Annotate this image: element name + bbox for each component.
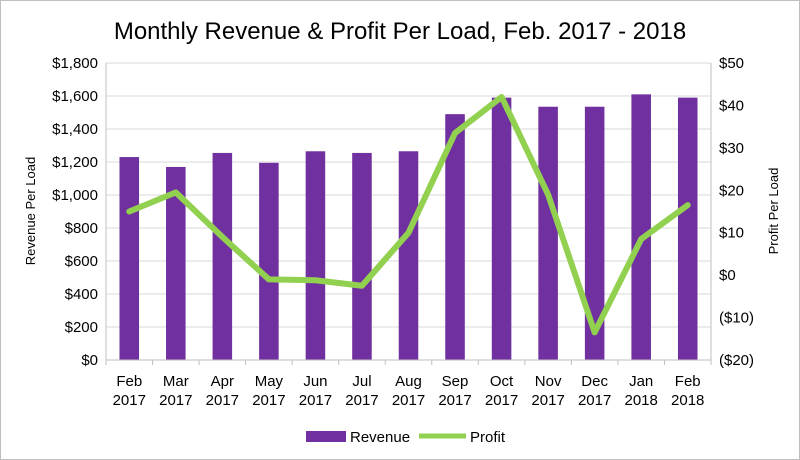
axes — [105, 63, 712, 365]
revenue-bars — [119, 94, 698, 361]
left-tick-label: $1,600 — [52, 88, 98, 105]
revenue-bar — [352, 152, 372, 360]
right-tick-label: $50 — [719, 55, 744, 72]
profit-line — [126, 93, 691, 336]
left-tick-label: $200 — [65, 319, 98, 336]
left-axis-ticks: $0 $200 $400 $600 $800 $1,000 $1,200 $1,400 $1,6… — [52, 55, 98, 369]
revenue-bar — [212, 152, 233, 360]
right-tick-label: ($10) — [719, 310, 754, 327]
revenue-bar — [584, 106, 605, 360]
revenue-bar — [538, 106, 558, 360]
left-tick-label: $1,800 — [52, 55, 98, 72]
revenue-bar — [259, 162, 279, 360]
x-axis-ticks: Feb 2017 Mar 2017 Apr 2017 May 2017 Jun 2017 Jul 20… — [113, 373, 705, 409]
chart-title: Monthly Revenue & Profit Per Load, Feb. … — [114, 18, 686, 45]
right-tick-label: $20 — [719, 182, 744, 199]
right-tick-label: $0 — [719, 267, 736, 284]
x-tick-label: Nov 2017 — [531, 373, 564, 409]
revenue-bar — [305, 151, 326, 360]
left-tick-label: $1,000 — [52, 187, 98, 204]
left-tick-label: $400 — [65, 286, 98, 303]
x-tick-label: Sep 2017 — [438, 373, 471, 409]
left-tick-label: $600 — [65, 253, 98, 270]
legend-swatch-revenue — [306, 431, 346, 442]
x-tick-label: Mar 2017 — [159, 373, 192, 409]
left-tick-label: $1,200 — [52, 154, 98, 171]
profit-line-layer — [126, 93, 691, 336]
x-tick-label: Jul 2017 — [345, 373, 378, 409]
legend: Revenue Profit — [306, 429, 506, 446]
x-tick-label: Jan 2018 — [625, 373, 658, 409]
x-tick-label: Oct 2017 — [485, 373, 518, 409]
right-axis-ticks: ($20) ($10) $0 $10 $20 $30 $40 $50 — [719, 55, 754, 369]
legend-label-revenue: Revenue — [350, 429, 410, 446]
x-tick-label: Aug 2017 — [392, 373, 425, 409]
left-tick-label: $1,400 — [52, 121, 98, 138]
x-tick-label: Dec 2017 — [578, 373, 611, 409]
revenue-bar — [491, 97, 512, 361]
right-tick-label: $40 — [719, 97, 744, 114]
left-axis-title: Revenue Per Load — [23, 157, 38, 265]
x-tick-label: Apr 2017 — [206, 373, 239, 409]
revenue-bar — [631, 94, 651, 360]
revenue-bar — [445, 114, 465, 361]
legend-label-profit: Profit — [470, 429, 506, 446]
right-tick-label: $30 — [719, 140, 744, 157]
x-tick-label: Feb 2018 — [671, 373, 704, 409]
revenue-bar — [166, 166, 186, 360]
right-tick-label: $10 — [719, 225, 744, 242]
x-tick-label: Jun 2017 — [299, 373, 332, 409]
x-tick-label: Feb 2017 — [113, 373, 146, 409]
right-axis-title: Profit Per Load — [766, 168, 781, 255]
revenue-bar — [398, 151, 419, 360]
left-tick-label: $800 — [65, 220, 98, 237]
right-tick-label: ($20) — [719, 352, 754, 369]
revenue-bar — [677, 97, 698, 361]
revenue-bar — [119, 157, 140, 360]
x-tick-label: May 2017 — [252, 373, 285, 409]
left-tick-label: $0 — [81, 352, 98, 369]
